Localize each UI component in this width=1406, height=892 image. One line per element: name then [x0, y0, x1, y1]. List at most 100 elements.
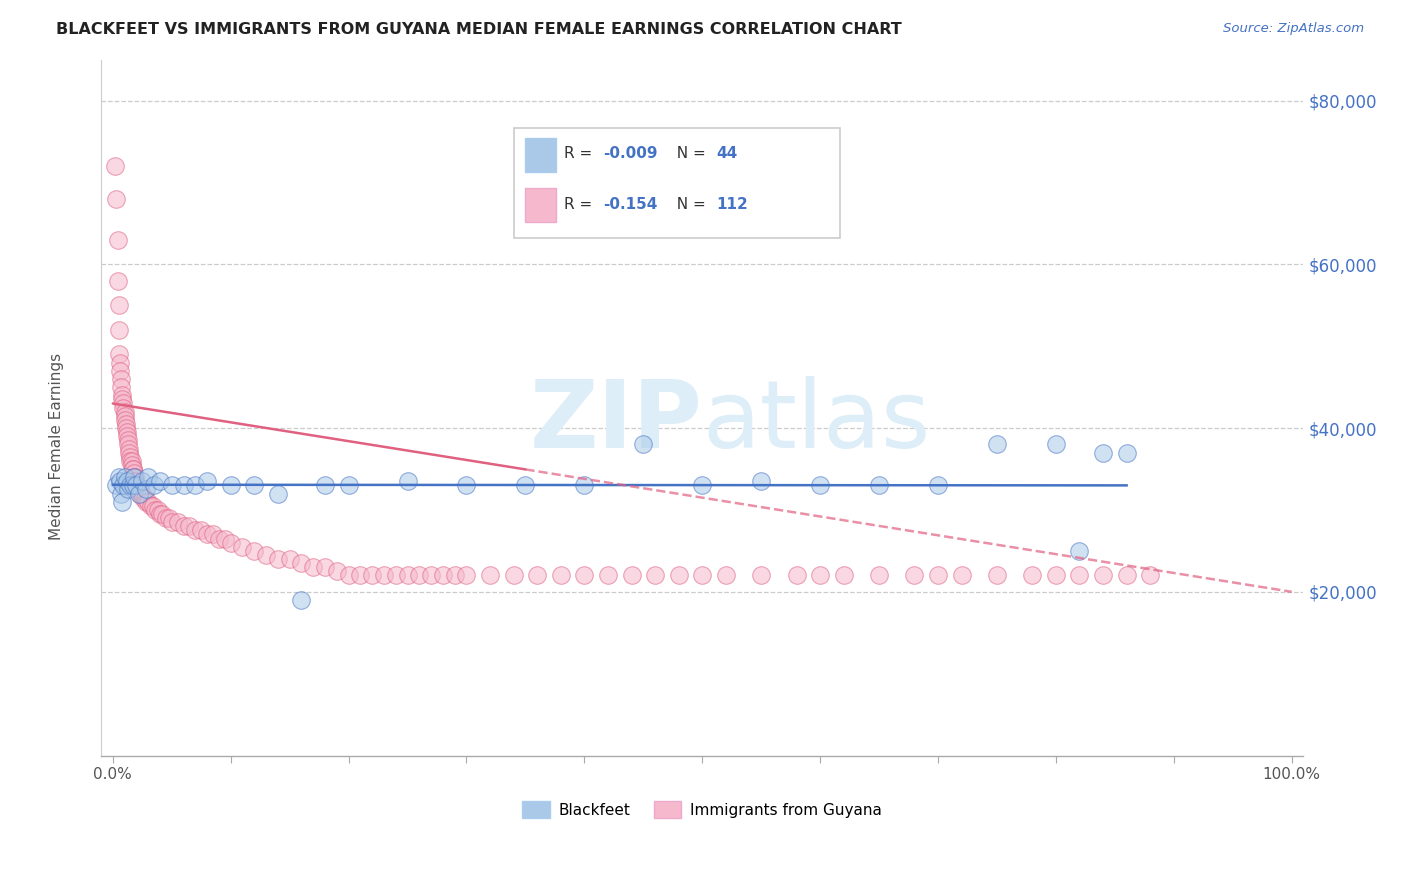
Point	[384, 568, 406, 582]
Point	[128, 486, 150, 500]
Point	[254, 548, 277, 562]
Point	[690, 568, 713, 582]
Point	[136, 494, 159, 508]
Point	[550, 568, 572, 582]
Point	[243, 544, 266, 558]
Point	[131, 486, 153, 500]
Point	[120, 478, 142, 492]
Point	[115, 425, 138, 439]
Point	[420, 568, 443, 582]
Point	[633, 437, 655, 451]
Text: N =: N =	[666, 146, 710, 161]
Point	[121, 462, 143, 476]
Point	[184, 478, 207, 492]
Point	[150, 507, 173, 521]
Point	[125, 478, 148, 492]
Point	[927, 478, 949, 492]
Point	[166, 515, 188, 529]
Point	[868, 478, 890, 492]
Point	[155, 511, 177, 525]
Point	[1069, 544, 1091, 558]
Point	[986, 568, 1008, 582]
Point	[868, 568, 890, 582]
Point	[135, 494, 157, 508]
Point	[231, 540, 253, 554]
Point	[112, 401, 135, 415]
Point	[290, 556, 312, 570]
Point	[278, 552, 301, 566]
Point	[927, 568, 949, 582]
Point	[134, 491, 156, 505]
Text: 44: 44	[716, 146, 737, 161]
Point	[120, 454, 142, 468]
Point	[132, 491, 155, 505]
Point	[326, 565, 349, 579]
Point	[157, 511, 180, 525]
Point	[526, 568, 548, 582]
Point	[195, 527, 218, 541]
Point	[139, 499, 162, 513]
Point	[111, 392, 134, 407]
Point	[290, 593, 312, 607]
Point	[396, 475, 419, 489]
Point	[114, 409, 136, 423]
Point	[114, 405, 136, 419]
Text: N =: N =	[666, 197, 710, 212]
Point	[129, 486, 152, 500]
Point	[127, 483, 149, 497]
Point	[714, 568, 737, 582]
Point	[121, 454, 143, 468]
Point	[121, 478, 143, 492]
Text: BLACKFEET VS IMMIGRANTS FROM GUYANA MEDIAN FEMALE EARNINGS CORRELATION CHART: BLACKFEET VS IMMIGRANTS FROM GUYANA MEDI…	[56, 22, 903, 37]
Point	[122, 466, 145, 480]
Point	[146, 503, 169, 517]
Point	[808, 568, 831, 582]
Point	[1092, 445, 1115, 459]
Point	[1069, 568, 1091, 582]
Point	[219, 478, 242, 492]
Point	[479, 568, 502, 582]
Point	[1115, 568, 1137, 582]
Point	[122, 470, 145, 484]
Point	[112, 478, 135, 492]
Point	[118, 442, 141, 456]
Point	[574, 478, 596, 492]
Point	[832, 568, 855, 582]
Point	[195, 475, 218, 489]
Point	[1115, 445, 1137, 459]
Legend: Blackfeet, Immigrants from Guyana: Blackfeet, Immigrants from Guyana	[516, 795, 889, 824]
Point	[107, 298, 129, 312]
Point	[515, 478, 537, 492]
Point	[149, 475, 172, 489]
Point	[122, 470, 145, 484]
Point	[107, 470, 129, 484]
Point	[160, 515, 183, 529]
Point	[373, 568, 395, 582]
Point	[179, 519, 201, 533]
Text: -0.154: -0.154	[603, 197, 658, 212]
Point	[117, 437, 139, 451]
Point	[184, 524, 207, 538]
Point	[114, 413, 136, 427]
Point	[129, 486, 152, 500]
Text: ZIP: ZIP	[530, 376, 702, 467]
Point	[110, 372, 132, 386]
Point	[107, 347, 129, 361]
Text: Median Female Earnings: Median Female Earnings	[49, 352, 63, 540]
Point	[361, 568, 384, 582]
Text: 112: 112	[716, 197, 748, 212]
Point	[620, 568, 643, 582]
Point	[456, 568, 478, 582]
Point	[214, 532, 236, 546]
Point	[105, 192, 128, 206]
Point	[219, 535, 242, 549]
Point	[502, 568, 524, 582]
Point	[349, 568, 371, 582]
Point	[456, 478, 478, 492]
Point	[112, 396, 135, 410]
Point	[432, 568, 454, 582]
Point	[1045, 437, 1067, 451]
Point	[107, 323, 129, 337]
Point	[950, 568, 973, 582]
Point	[396, 568, 419, 582]
